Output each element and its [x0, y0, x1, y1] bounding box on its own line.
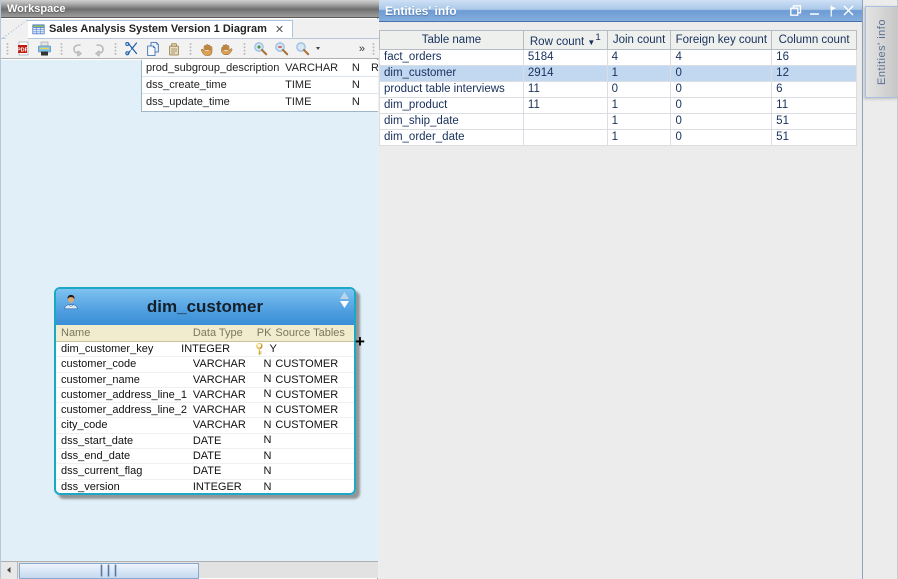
svg-text:PDF: PDF	[17, 47, 29, 53]
